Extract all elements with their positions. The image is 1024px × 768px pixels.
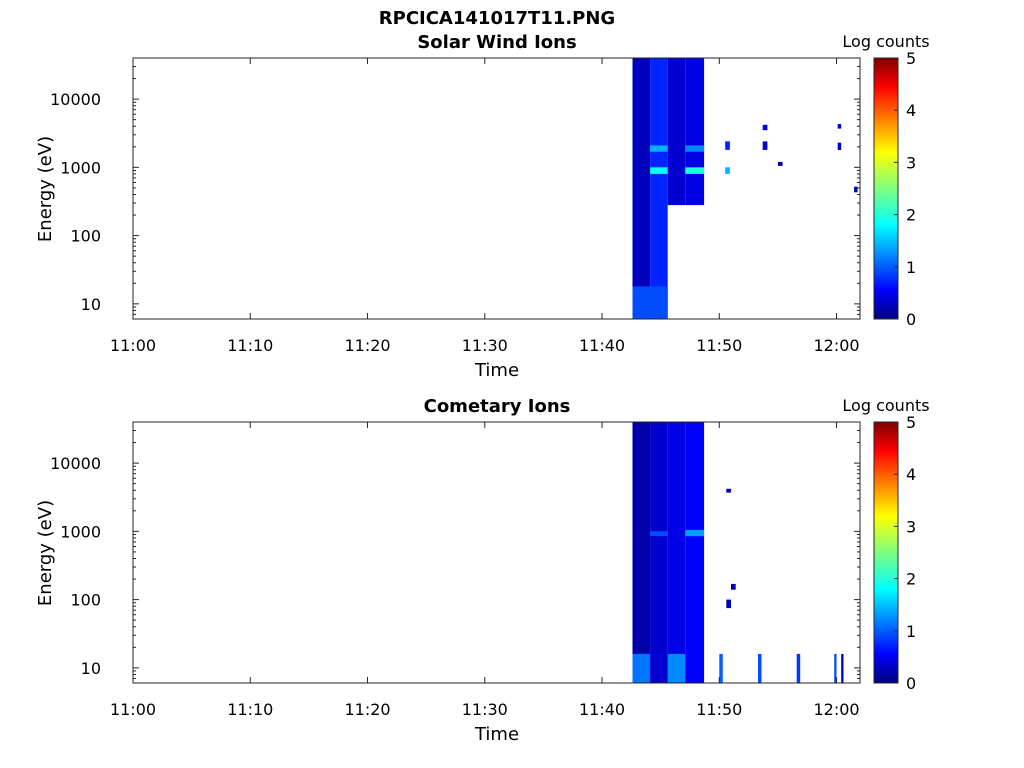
heatmap-cell (685, 167, 705, 174)
panel-solar-wind: Solar Wind Ions 11:00 11:10 11:20 11:30 11:4… (35, 32, 861, 381)
x-axis-label-cometary: Time (474, 724, 519, 745)
y-axis-label-solar-wind: Energy (eV) (35, 136, 56, 242)
heatmap-cell (650, 145, 668, 152)
x-tick-label: 11:10 (227, 700, 273, 719)
heatmap-cell (762, 124, 768, 131)
x-axis-label-solar-wind: Time (474, 360, 519, 381)
x-axis-ticks-cometary: 11:00 11:10 11:20 11:30 11:40 11:50 12:00 (110, 422, 860, 719)
y-tick-label: 100 (70, 591, 101, 610)
colorbar-ticks-bottom: 0 1 2 3 4 5 (894, 413, 916, 693)
heatmap-cell (650, 286, 668, 319)
x-tick-label: 11:00 (110, 336, 156, 355)
y-axis-ticks-cometary: 10 100 1000 10000 (50, 421, 860, 684)
plot-area-cometary (133, 422, 860, 683)
heatmap-cell (650, 531, 668, 537)
x-tick-label: 11:20 (344, 336, 390, 355)
colorbar-top: Log counts 0 1 2 3 4 5 (842, 32, 929, 329)
heatmap-cell (650, 422, 668, 683)
x-tick-label: 11:10 (227, 336, 273, 355)
x-tick-label: 11:00 (110, 700, 156, 719)
heatmap-cell (685, 422, 705, 683)
heatmap-cell (685, 58, 705, 206)
heatmap-cell (667, 653, 686, 683)
colorbar-label-top: Log counts (842, 32, 929, 51)
heatmap-cell (632, 653, 651, 683)
heatmap-cell (854, 186, 858, 193)
heatmap-cell (632, 422, 651, 683)
colorbar-tick-label: 2 (906, 206, 916, 225)
heatmap-cell (837, 124, 842, 129)
colorbar-gradient-top (873, 57, 899, 320)
colorbar-tick-label: 1 (906, 258, 916, 277)
colorbar-tick-label: 0 (906, 310, 916, 329)
colorbar-tick-label: 1 (906, 622, 916, 641)
heatmap-cell (667, 422, 686, 683)
heatmap-cell (726, 488, 731, 493)
heatmap-cell (758, 653, 762, 683)
heatmap-cell (650, 58, 668, 319)
colorbar-tick-label: 4 (906, 101, 916, 120)
x-tick-label: 11:50 (696, 700, 742, 719)
heatmap-cell (667, 58, 686, 206)
heatmap-cell (719, 653, 723, 683)
heatmap-cell (650, 167, 668, 174)
panel-cometary: Cometary Ions 11:00 11:10 11:20 11:30 11:40 1… (35, 396, 861, 745)
heatmap-cell (685, 529, 705, 537)
colorbar-ticks-top: 0 1 2 3 4 5 (894, 49, 916, 329)
heatmap-cell (837, 142, 842, 150)
x-tick-label: 11:50 (696, 336, 742, 355)
plot-frame-solar-wind (132, 57, 861, 320)
colorbar-tick-label: 2 (906, 570, 916, 589)
x-tick-label: 12:00 (813, 336, 859, 355)
x-tick-label: 11:40 (579, 700, 625, 719)
y-tick-label: 10000 (50, 454, 101, 473)
heatmap-cell (632, 286, 651, 319)
colorbar-tick-label: 3 (906, 517, 916, 536)
x-tick-label: 12:00 (813, 700, 859, 719)
heatmap-cell (777, 161, 783, 166)
heatmap-cells-solar-wind (632, 58, 858, 319)
heatmap-cell (762, 141, 768, 150)
colorbar-tick-label: 0 (906, 674, 916, 693)
figure-title: RPCICA141017T11.PNG (379, 8, 615, 29)
heatmap-cells-cometary (632, 422, 844, 683)
heatmap-cell (725, 167, 730, 174)
heatmap-cell (725, 141, 730, 150)
x-tick-label: 11:30 (462, 336, 508, 355)
y-tick-label: 10 (81, 295, 101, 314)
colorbar-tick-label: 5 (906, 413, 916, 432)
colorbar-tick-label: 5 (906, 49, 916, 68)
panel-title-cometary: Cometary Ions (424, 396, 571, 417)
y-axis-label-cometary: Energy (eV) (35, 500, 56, 606)
colorbar-gradient-bottom (873, 421, 899, 684)
heatmap-cell (834, 653, 837, 683)
y-tick-label: 100 (70, 227, 101, 246)
heatmap-cell (796, 653, 801, 683)
heatmap-cell (726, 599, 731, 609)
colorbar-label-bottom: Log counts (842, 396, 929, 415)
colorbar-tick-label: 4 (906, 465, 916, 484)
y-tick-label: 1000 (60, 522, 101, 541)
y-tick-label: 10000 (50, 90, 101, 109)
x-tick-label: 11:40 (579, 336, 625, 355)
x-tick-label: 11:20 (344, 700, 390, 719)
x-axis-ticks-solar-wind: 11:00 11:10 11:20 11:30 11:40 11:50 12:00 (110, 58, 860, 355)
plot-area-solar-wind (133, 58, 860, 319)
plot-frame-cometary (132, 421, 861, 684)
colorbar-tick-label: 3 (906, 153, 916, 172)
y-tick-label: 10 (81, 659, 101, 678)
heatmap-cell (685, 145, 705, 152)
panel-title-solar-wind: Solar Wind Ions (417, 32, 576, 53)
x-tick-label: 11:30 (462, 700, 508, 719)
y-tick-label: 1000 (60, 158, 101, 177)
heatmap-cell (841, 653, 844, 683)
heatmap-cell (632, 58, 651, 319)
heatmap-cell (731, 583, 736, 590)
colorbar-bottom: Log counts 0 1 2 3 4 5 (842, 396, 929, 693)
y-axis-ticks-solar-wind: 10 100 1000 10000 (50, 57, 860, 320)
